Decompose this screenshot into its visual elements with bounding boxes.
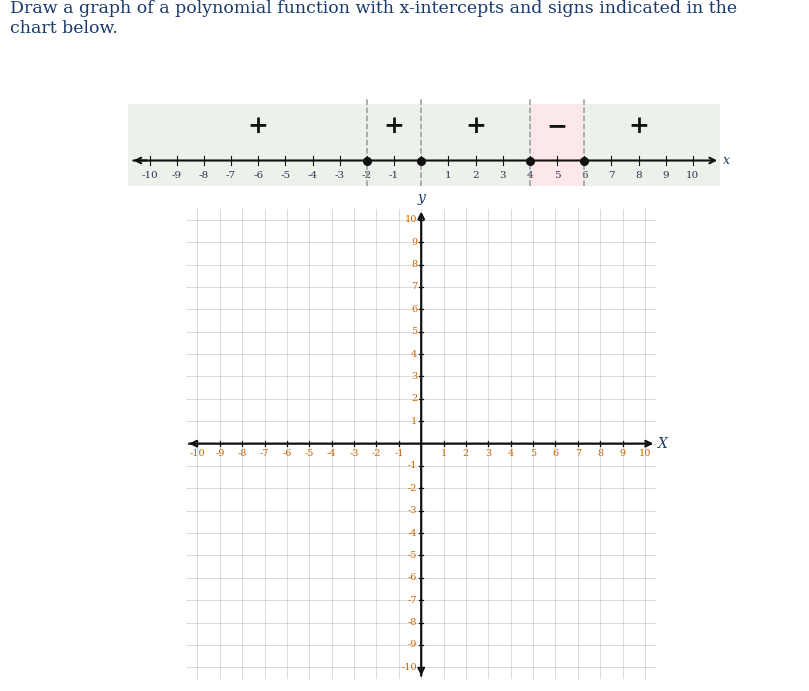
Text: -3: -3 — [335, 171, 345, 180]
Text: 3: 3 — [411, 372, 417, 381]
Text: 8: 8 — [597, 448, 604, 457]
Text: -6: -6 — [282, 448, 291, 457]
Text: 2: 2 — [472, 171, 479, 180]
Text: -2: -2 — [408, 484, 417, 493]
Text: -5: -5 — [305, 448, 314, 457]
Text: x: x — [722, 154, 730, 167]
Text: -9: -9 — [215, 448, 225, 457]
Text: 8: 8 — [411, 260, 417, 269]
Text: -4: -4 — [307, 171, 318, 180]
Text: -5: -5 — [408, 551, 417, 560]
Text: +: + — [248, 114, 269, 138]
Bar — [128, 104, 720, 186]
Text: +: + — [465, 114, 486, 138]
Text: -4: -4 — [408, 529, 417, 538]
Text: 4: 4 — [411, 350, 417, 359]
Text: -8: -8 — [238, 448, 247, 457]
Text: 5: 5 — [553, 171, 561, 180]
Text: -6: -6 — [253, 171, 263, 180]
Text: -6: -6 — [408, 574, 417, 583]
Text: 9: 9 — [663, 171, 669, 180]
Text: -3: -3 — [408, 507, 417, 515]
Text: 6: 6 — [553, 448, 558, 457]
Text: -10: -10 — [142, 171, 158, 180]
Bar — [530, 104, 584, 186]
Text: 8: 8 — [635, 171, 642, 180]
Text: 1: 1 — [411, 417, 417, 426]
Text: -9: -9 — [408, 641, 417, 650]
Text: -10: -10 — [401, 663, 417, 672]
Text: -7: -7 — [260, 448, 269, 457]
Text: 9: 9 — [411, 238, 417, 247]
Text: 3: 3 — [485, 448, 491, 457]
Text: 5: 5 — [411, 328, 417, 337]
Text: -8: -8 — [199, 171, 209, 180]
Text: -7: -7 — [226, 171, 236, 180]
Text: 1: 1 — [445, 171, 451, 180]
Text: 10: 10 — [686, 171, 700, 180]
Text: -10: -10 — [189, 448, 205, 457]
Text: -8: -8 — [408, 618, 417, 627]
Text: Draw a graph of a polynomial function with x-intercepts and signs indicated in t: Draw a graph of a polynomial function wi… — [10, 0, 737, 37]
Text: 7: 7 — [608, 171, 615, 180]
Text: +: + — [628, 114, 649, 138]
Text: 10: 10 — [404, 216, 417, 225]
Text: 2: 2 — [411, 395, 417, 404]
Text: X: X — [659, 437, 668, 451]
Text: -3: -3 — [349, 448, 359, 457]
Text: −: − — [547, 114, 568, 138]
Text: -9: -9 — [172, 171, 182, 180]
Text: +: + — [383, 114, 404, 138]
Text: -1: -1 — [394, 448, 404, 457]
Text: -5: -5 — [280, 171, 290, 180]
Text: -1: -1 — [408, 462, 417, 471]
Text: 6: 6 — [411, 305, 417, 314]
Text: 10: 10 — [639, 448, 651, 457]
Text: 4: 4 — [527, 171, 533, 180]
Text: 2: 2 — [463, 448, 469, 457]
Text: -2: -2 — [371, 448, 381, 457]
Text: 3: 3 — [499, 171, 506, 180]
Text: 7: 7 — [574, 448, 581, 457]
Text: 9: 9 — [620, 448, 625, 457]
Text: 7: 7 — [411, 283, 417, 292]
Text: 4: 4 — [507, 448, 514, 457]
Text: -4: -4 — [327, 448, 337, 457]
Text: y: y — [417, 191, 426, 205]
Text: 6: 6 — [581, 171, 587, 180]
Text: -7: -7 — [408, 596, 417, 605]
Text: -1: -1 — [389, 171, 399, 180]
Text: 1: 1 — [440, 448, 447, 457]
Text: -2: -2 — [362, 171, 372, 180]
Text: 5: 5 — [530, 448, 536, 457]
